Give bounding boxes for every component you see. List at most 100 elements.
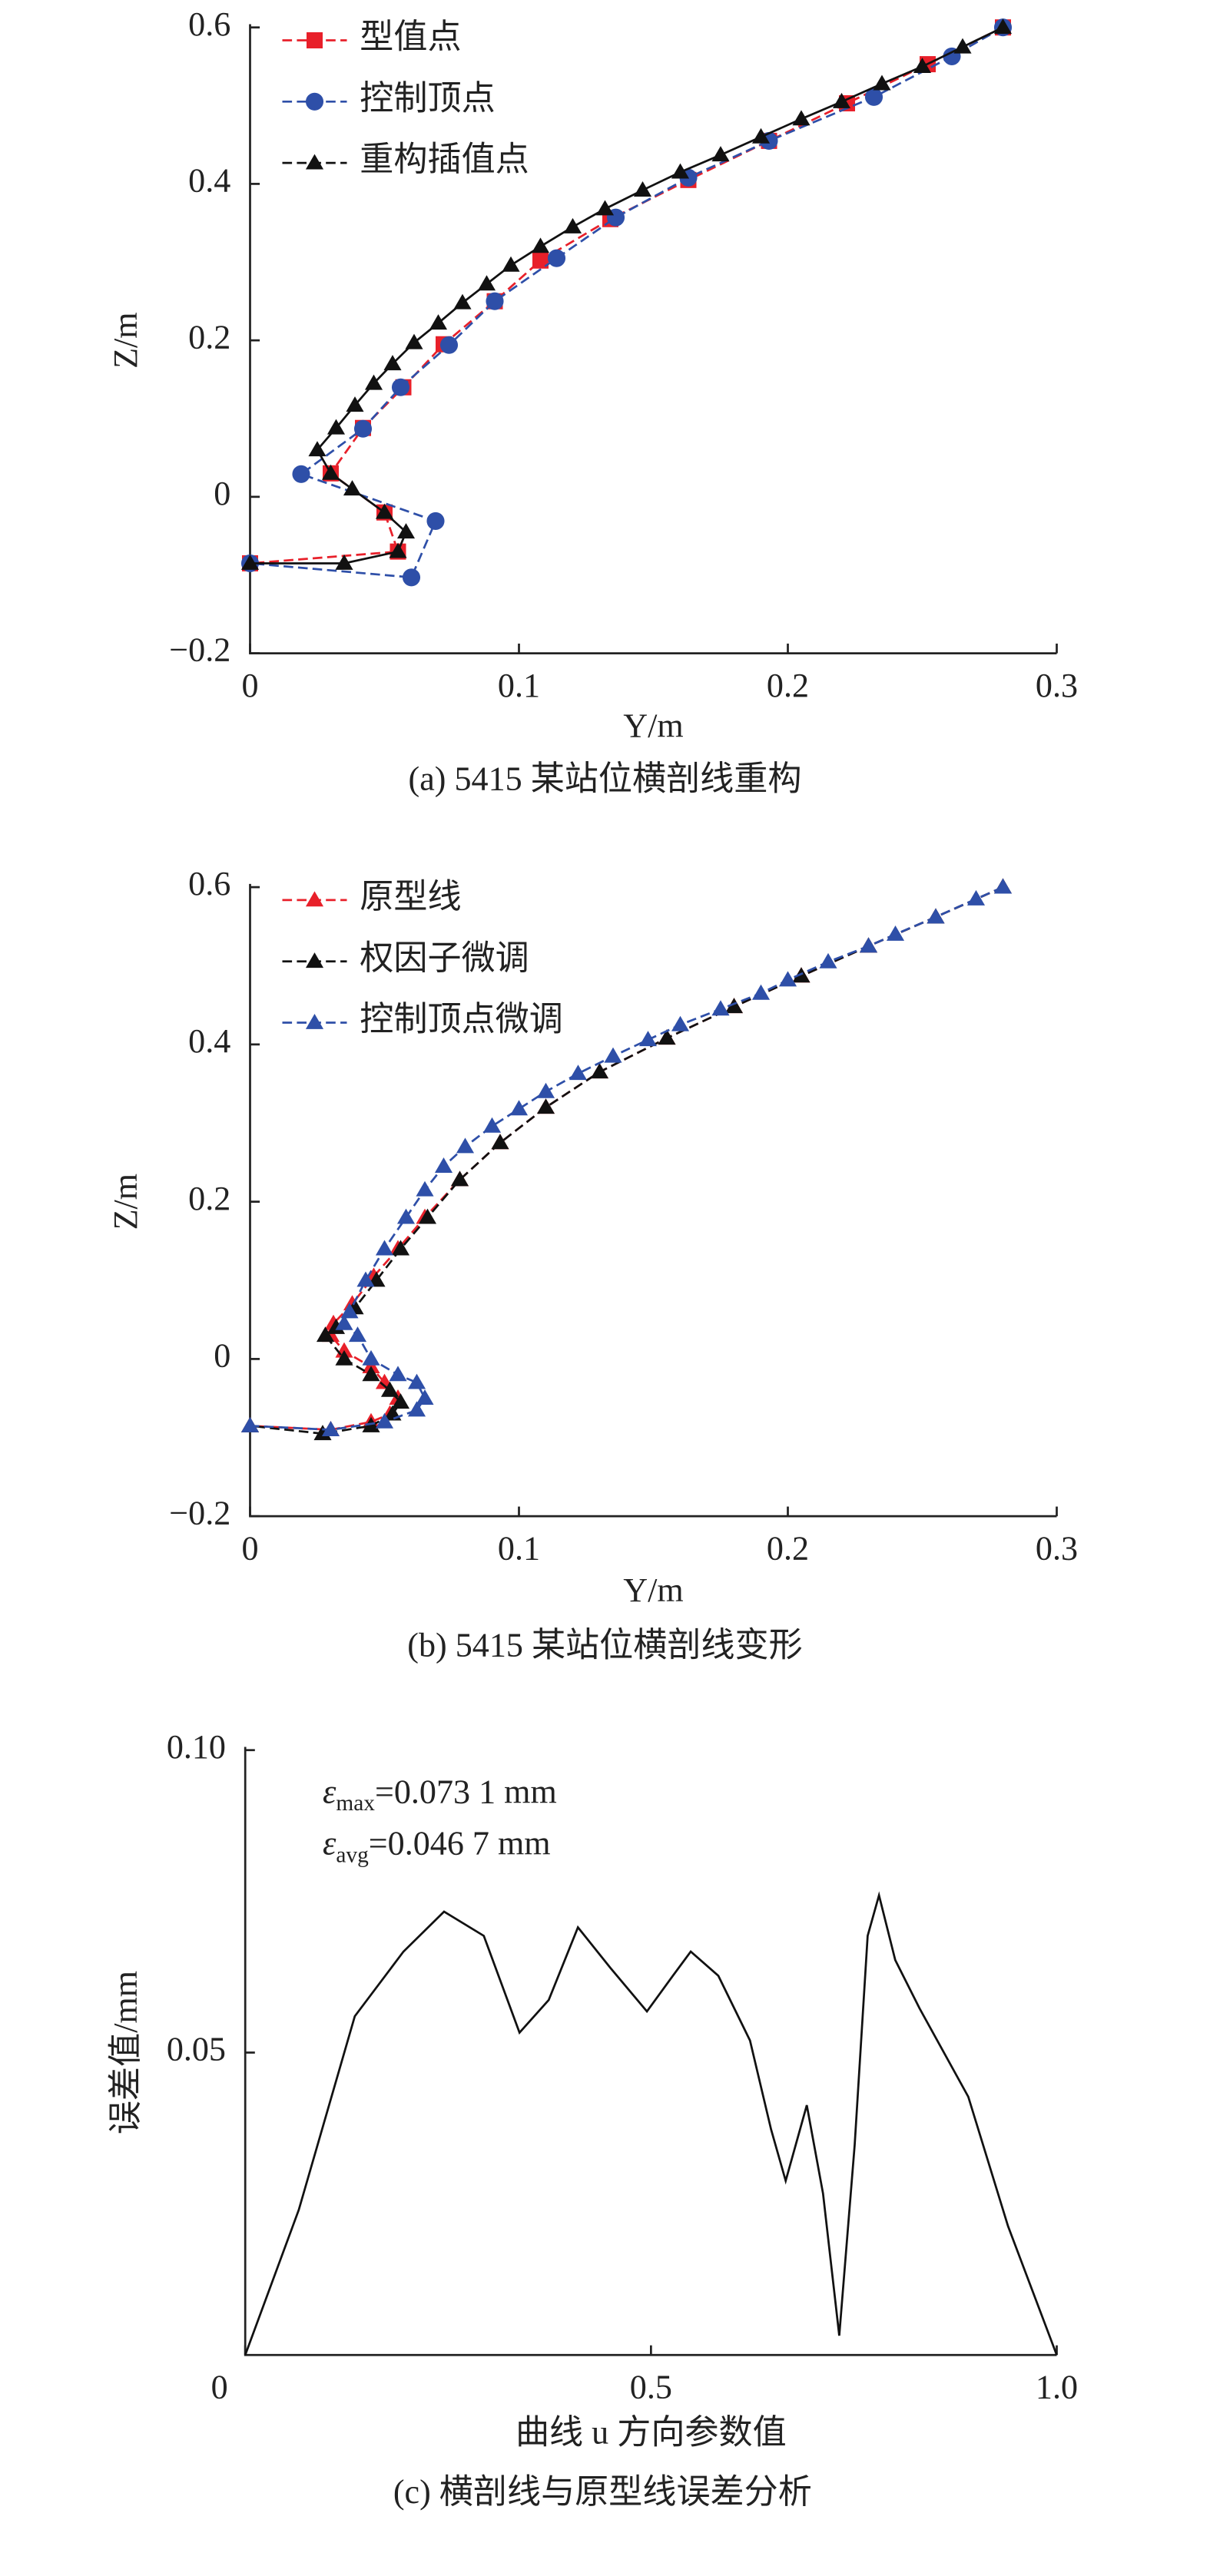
data-point (927, 908, 945, 924)
data-point (407, 1401, 426, 1417)
data-point (724, 998, 744, 1014)
caption: (b) 5415 某站位横剖线变形 (407, 1627, 802, 1664)
data-point (391, 1240, 410, 1256)
annotation-text: =0.073 1 mm (375, 1773, 557, 1811)
legend-label: 原型线 (360, 878, 461, 916)
data-point (569, 1065, 588, 1081)
caption: (c) 横剖线与原型线误差分析 (393, 2473, 812, 2511)
y-tick-label: 0 (214, 1337, 230, 1375)
data-point (563, 217, 582, 233)
data-point (536, 1082, 555, 1098)
data-point (383, 355, 402, 371)
legend-label: 控制顶点 (360, 79, 495, 117)
data-point (633, 181, 652, 197)
data-point (859, 937, 878, 953)
y-tick-label: 0.4 (188, 162, 230, 200)
data-point (547, 249, 566, 267)
data-point (450, 1170, 469, 1187)
data-point (913, 58, 932, 74)
legend-label: 权因子微调 (360, 939, 529, 977)
data-point (477, 275, 496, 291)
series-line (244, 1891, 1058, 2356)
data-point (532, 252, 549, 269)
data-point (335, 1349, 353, 1366)
data-point (405, 333, 423, 349)
data-point (819, 952, 837, 968)
x-axis-label: 曲线 u 方向参数值 (515, 2413, 787, 2451)
annotation-subscript: avg (336, 1843, 369, 1867)
data-point (456, 1137, 475, 1154)
annotation-subscript: max (336, 1791, 375, 1816)
data-point (327, 1318, 346, 1334)
data-point (711, 1000, 730, 1016)
data-point (240, 1416, 260, 1432)
data-point (375, 503, 394, 519)
x-tick-label: 0.5 (630, 2369, 672, 2406)
data-point (240, 554, 260, 570)
data-point (966, 889, 986, 906)
data-point (671, 1015, 690, 1031)
x-tick-label: 1.0 (1036, 2369, 1078, 2406)
data-point (711, 146, 730, 162)
data-point (590, 1063, 609, 1079)
legend-label: 型值点 (360, 18, 461, 56)
x-tick-label: 0 (241, 1530, 258, 1568)
data-point (353, 419, 373, 438)
legend-marker (307, 32, 323, 49)
data-point (595, 200, 615, 216)
y-tick-label: 0.2 (188, 318, 230, 356)
data-point (391, 378, 410, 396)
data-point (335, 1314, 353, 1330)
data-point (486, 292, 504, 310)
x-axis-label: Y/m (623, 1571, 683, 1609)
data-point (671, 163, 690, 179)
data-point (343, 480, 362, 496)
data-point (792, 110, 811, 126)
data-point (340, 1303, 359, 1319)
data-point (391, 1393, 410, 1409)
data-point (362, 1366, 380, 1382)
legend-marker (305, 952, 324, 968)
data-point (751, 127, 771, 144)
data-point (402, 568, 421, 587)
y-axis-label: 误差值/mm (107, 1971, 144, 2134)
data-point (327, 419, 346, 435)
data-point (308, 441, 327, 457)
legend-marker (305, 891, 324, 907)
series-line (250, 26, 1004, 579)
data-point (482, 1117, 502, 1133)
data-point (389, 542, 407, 558)
x-tick-label: 0.2 (767, 667, 809, 704)
y-tick-label: 0.4 (188, 1022, 230, 1060)
data-point (751, 984, 771, 1000)
data-point (416, 1389, 434, 1406)
legend-marker (305, 154, 324, 170)
axis-line (249, 24, 1057, 654)
axis-line (244, 1747, 1057, 2356)
data-point (362, 1349, 380, 1366)
data-point (429, 314, 448, 330)
data-point (348, 1326, 367, 1343)
annotation-symbol: ε (323, 1825, 336, 1862)
data-point (604, 1047, 622, 1063)
data-point (993, 878, 1013, 894)
y-axis-label: Z/m (107, 1174, 144, 1230)
x-tick-label: 0 (211, 2369, 228, 2406)
data-point (658, 1029, 676, 1045)
y-tick-label: 0.6 (188, 5, 230, 43)
data-point (321, 464, 340, 480)
data-point (416, 1180, 434, 1197)
annotation-symbol: ε (323, 1773, 336, 1811)
x-tick-label: 0.2 (767, 1530, 809, 1568)
data-point (389, 1366, 407, 1382)
data-point (292, 465, 310, 483)
data-point (396, 523, 416, 539)
data-point (953, 38, 972, 54)
y-axis-label: Z/m (107, 312, 144, 368)
data-point (321, 1421, 340, 1436)
data-point (491, 1134, 509, 1150)
x-tick-label: 0.3 (1036, 667, 1078, 704)
legend-marker (305, 92, 324, 111)
